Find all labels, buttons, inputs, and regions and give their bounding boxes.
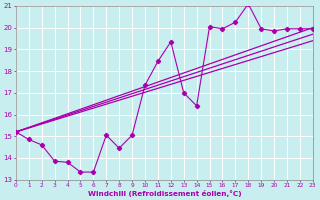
X-axis label: Windchill (Refroidissement éolien,°C): Windchill (Refroidissement éolien,°C) xyxy=(88,190,241,197)
